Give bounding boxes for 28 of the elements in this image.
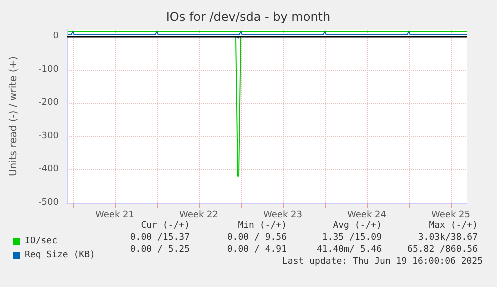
text: 41.40m/ 5.46 [316, 245, 382, 255]
y-tick-label: -100 [38, 64, 60, 75]
text: Avg (-/+) [333, 221, 382, 231]
text: 0.00 / 4.91 [227, 245, 287, 255]
x-tick-label: Week 21 [96, 210, 134, 220]
text: Last update: Thu Jun 19 16:00:06 2025 [282, 257, 483, 267]
y-tick-label: -500 [38, 198, 60, 208]
legend-label: Req Size (KB) [25, 250, 96, 260]
text: 0.00 / 5.25 [130, 245, 190, 255]
x-tick-label: Week 22 [180, 210, 218, 220]
y-tick-label: -400 [38, 164, 60, 175]
x-tick-label: Week 23 [264, 210, 302, 220]
text: 1.35 /15.09 [322, 233, 382, 243]
x-tick-label: Week 24 [348, 210, 387, 220]
text: 0.00 / 9.56 [227, 233, 287, 243]
y-tick-label: -200 [38, 98, 60, 108]
text: Max (-/+) [429, 221, 478, 231]
y-axis-title: Units read (-) / write (+) [8, 56, 20, 177]
text: 3.03k/38.67 [418, 233, 478, 243]
y-tick-label: 0 [53, 32, 60, 42]
legend-label: IO/sec [25, 236, 58, 246]
chart-title: IOs for /dev/sda - by month [166, 10, 331, 24]
text: Min (-/+) [238, 221, 287, 231]
y-tick-label: -300 [38, 131, 60, 142]
text: 0.00 /15.37 [130, 233, 190, 243]
text: Cur (-/+) [141, 221, 190, 231]
x-tick-label: Week 25 [432, 210, 470, 220]
text: 65.82 /860.56 [408, 245, 478, 255]
